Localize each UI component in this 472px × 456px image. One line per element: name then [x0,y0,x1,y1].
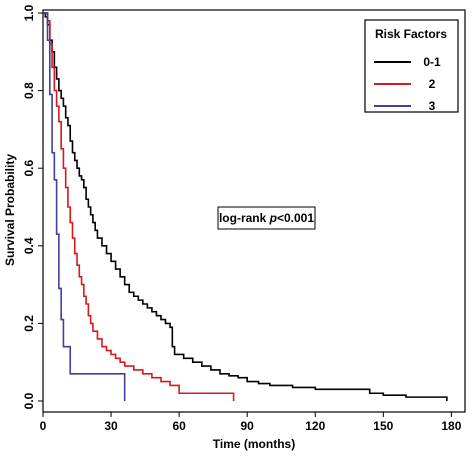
legend-title: Risk Factors [375,27,447,41]
x-tick-label: 30 [104,419,118,433]
y-axis: 0.0 0.2 0.4 0.6 0.8 1.0 [22,4,43,409]
annotation-box [217,206,316,230]
legend-items: 0-1 2 3 [374,55,441,113]
x-tick-label: 60 [172,419,186,433]
series-line-2 [43,12,235,401]
y-tick-label: 0.2 [22,315,36,332]
legend-label-3: 3 [429,99,436,113]
plot-frame [42,9,466,413]
x-tick-label: 180 [441,419,461,433]
log-rank-annotation: log-rank p<0.001 [217,206,316,230]
x-tick-label: 150 [373,419,393,433]
series-line-3 [43,12,126,401]
y-tick-label: 0.0 [22,392,36,409]
x-tick-label: 120 [305,419,325,433]
legend-label-0-1: 0-1 [423,55,441,69]
y-tick-label: 1.0 [22,4,36,21]
x-tick-label: 0 [40,419,47,433]
y-tick-label: 0.4 [22,237,36,254]
x-axis-label: Time (months) [213,437,295,451]
x-axis: 0 30 60 90 120 150 180 [40,412,462,433]
series-layer [43,12,448,401]
y-tick-label: 0.8 [22,82,36,99]
y-tick-label: 0.6 [22,160,36,177]
legend-box [364,19,459,113]
y-axis-label: Survival Probability [3,154,17,266]
annotation-text: log-rank p<0.001 [219,211,314,225]
legend: Risk Factors 0-1 2 3 [364,19,459,113]
series-line-0-1 [43,12,448,401]
x-tick-label: 90 [241,419,255,433]
annotation-p: p [269,211,277,225]
annotation-prefix: log-rank [219,211,270,225]
legend-label-2: 2 [429,77,436,91]
annotation-suffix: <0.001 [277,211,314,225]
